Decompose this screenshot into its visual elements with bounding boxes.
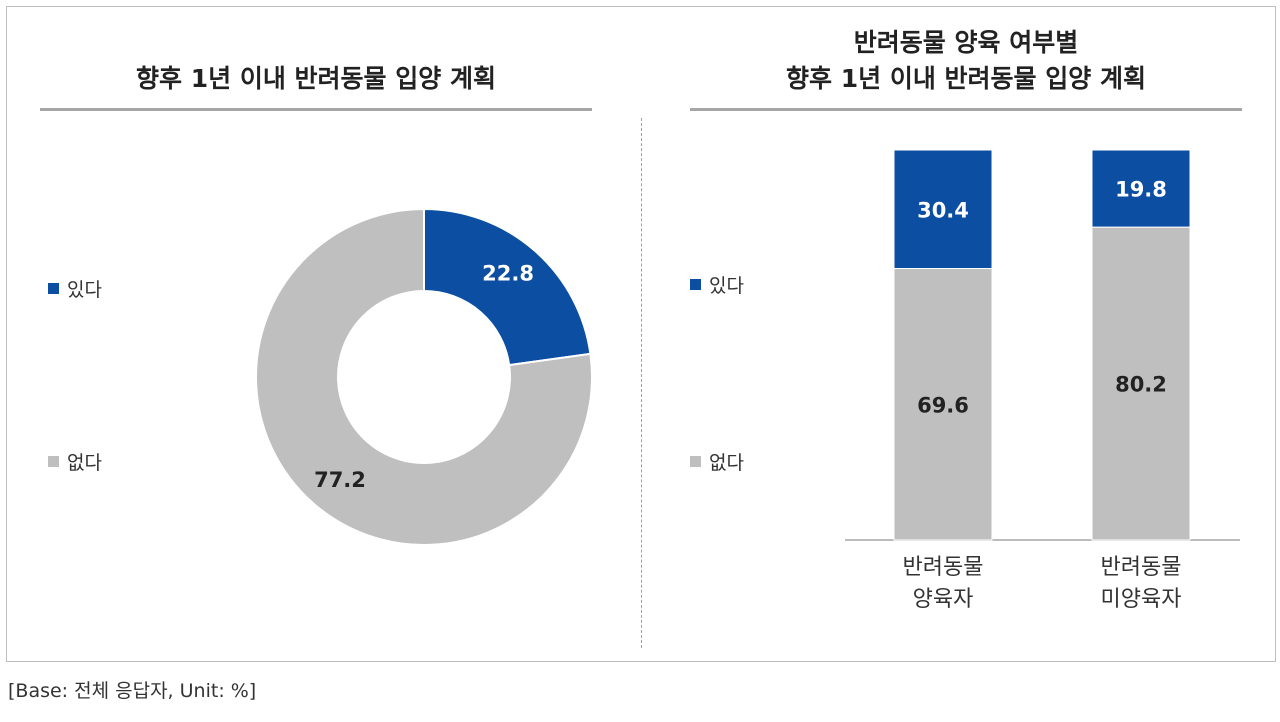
bar-value-label-yes-0: 30.4: [917, 198, 969, 222]
donut-value-label-yes: 22.8: [482, 261, 534, 285]
legend-swatch-no: [48, 456, 59, 467]
bar-chart-title-line1: 반려동물 양육 여부별: [853, 28, 1079, 57]
bar-title-rule: [690, 108, 1242, 111]
bar-value-label-yes-1: 19.8: [1115, 178, 1167, 202]
bar-category-label-1-0: 반려동물: [1101, 555, 1182, 580]
legend-swatch-yes: [48, 283, 59, 294]
bar-category-label-0-1: 양육자: [913, 587, 974, 612]
donut-legend-no-label: 없다: [67, 452, 102, 474]
bar-value-label-no-1: 80.2: [1115, 373, 1167, 397]
bar-category-label-0-0: 반려동물: [903, 555, 984, 580]
panel-divider: [641, 118, 642, 648]
bar-category-label-1-1: 미양육자: [1101, 587, 1182, 612]
donut-slice-no: [255, 207, 593, 546]
donut-legend-no: 없다: [48, 451, 102, 475]
bar-segment-yes-1: [1091, 149, 1191, 228]
bar-chart-title-line2: 향후 1년 이내 반려동물 입양 계획: [786, 64, 1146, 93]
bar-legend-no-label: 없다: [709, 452, 744, 474]
footer-note: [Base: 전체 응답자, Unit: %]: [8, 680, 257, 702]
bar-legend-swatch-yes: [690, 279, 701, 290]
donut-title-rule: [40, 108, 592, 111]
donut-slice-yes: [423, 207, 592, 367]
bar-segment-no-0: [893, 268, 993, 541]
bar-legend-yes-label: 있다: [709, 275, 744, 297]
bar-segment-yes-0: [893, 149, 993, 270]
bar-legend-swatch-no: [690, 456, 701, 467]
bar-legend-yes: 있다: [690, 274, 744, 298]
chart-frame: [6, 6, 1276, 662]
donut-legend-yes-label: 있다: [67, 279, 102, 301]
donut-value-label-no: 77.2: [314, 468, 366, 492]
bar-value-label-no-0: 69.6: [917, 393, 969, 417]
bar-legend-no: 없다: [690, 451, 744, 475]
donut-chart-title: 향후 1년 이내 반려동물 입양 계획: [136, 64, 496, 93]
bar-segment-no-1: [1091, 226, 1191, 541]
donut-legend-yes: 있다: [48, 278, 102, 302]
